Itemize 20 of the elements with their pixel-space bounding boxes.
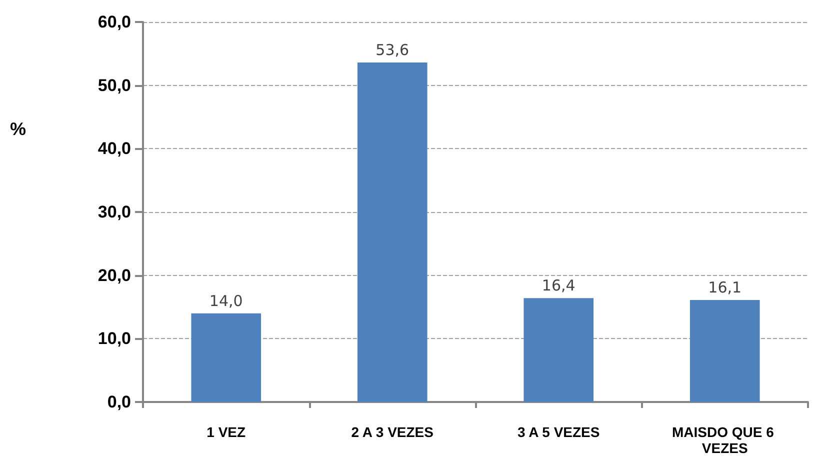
x-tick-label: 1 VEZ bbox=[206, 424, 246, 440]
data-label: 16,1 bbox=[708, 278, 742, 297]
bar bbox=[357, 62, 428, 402]
y-tick-label: 10,0 bbox=[98, 329, 131, 348]
y-tick-label: 30,0 bbox=[98, 202, 131, 222]
data-label: 53,6 bbox=[376, 41, 410, 60]
data-label: 16,4 bbox=[542, 276, 576, 295]
data-label: 14,0 bbox=[209, 292, 243, 310]
y-tick-label: 20,0 bbox=[98, 266, 131, 285]
y-tick-label: 60,0 bbox=[98, 12, 131, 32]
y-tick-label: 40,0 bbox=[98, 139, 131, 158]
bar bbox=[191, 313, 262, 402]
bar bbox=[524, 298, 594, 402]
x-tick-label: MAISDO QUE 6 VEZES bbox=[672, 424, 778, 456]
y-tick-label: 50,0 bbox=[98, 76, 131, 95]
x-tick-label: 3 A 5 VEZES bbox=[518, 424, 600, 440]
bar bbox=[690, 300, 760, 402]
y-tick-label: 0,0 bbox=[107, 392, 131, 412]
y-axis-title: % bbox=[10, 119, 26, 139]
x-tick-label: 2 A 3 VEZES bbox=[351, 424, 434, 440]
